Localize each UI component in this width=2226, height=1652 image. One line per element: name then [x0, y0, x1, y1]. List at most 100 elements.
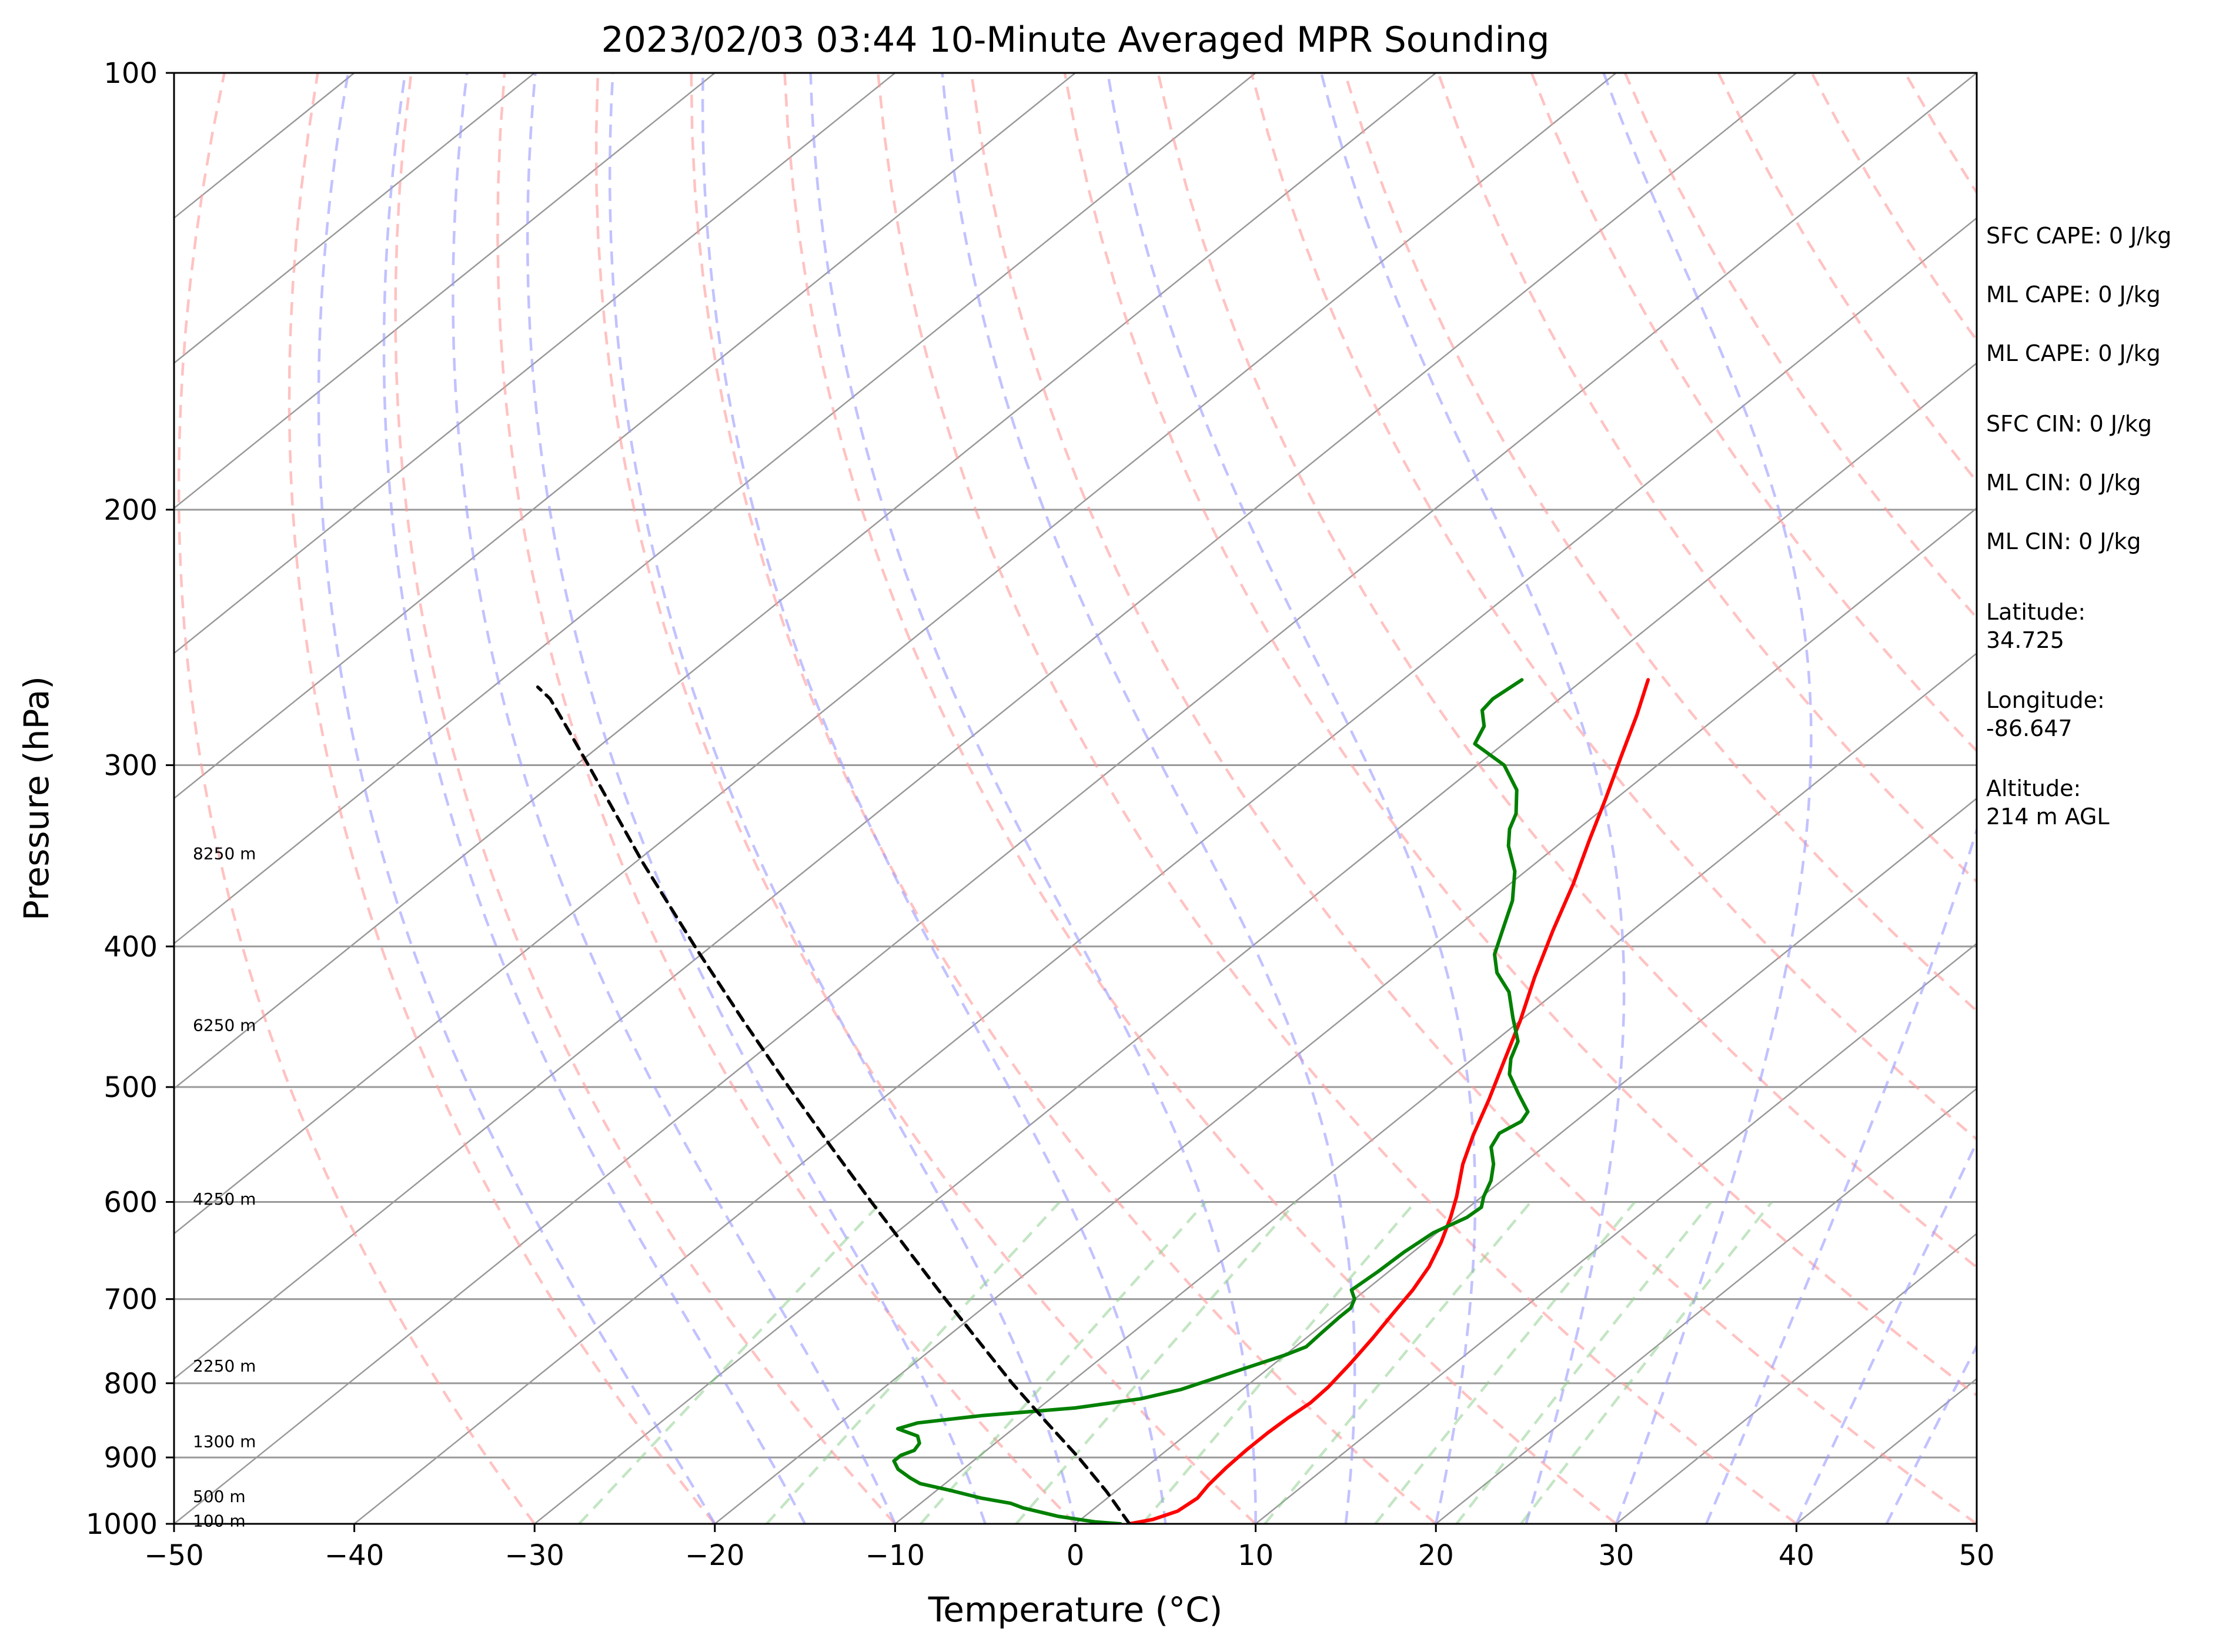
info-text: SFC CIN: 0 J/kg [1986, 411, 2152, 437]
info-text: ML CAPE: 0 J/kg [1986, 340, 2161, 366]
info-text: ML CIN: 0 J/kg [1986, 470, 2141, 496]
dry-adiabat-line [496, 73, 1077, 1524]
x-tick-label: −50 [144, 1539, 203, 1572]
moist-adiabat-line [1705, 73, 1977, 1524]
mixing-ratio-line [1520, 1201, 1773, 1524]
isotherm-line [174, 73, 1617, 1235]
info-line: ML CIN: 0 J/kg [1986, 529, 2141, 554]
info-text: ML CAPE: 0 J/kg [1986, 282, 2161, 307]
y-tick-label: 900 [103, 1442, 158, 1474]
dry-adiabat-line [1343, 73, 1977, 1013]
x-tick-label: 10 [1238, 1539, 1274, 1572]
height-label: 2250 m [193, 1356, 256, 1376]
dry-adiabat-line [970, 73, 1977, 1524]
mixing-ratio-line [1264, 1201, 1532, 1524]
isotherm-line [174, 73, 896, 654]
info-line: 214 m AGL [1986, 804, 2110, 830]
y-tick-label: 1000 [86, 1508, 158, 1541]
y-axis-label: Pressure (hPa) [16, 676, 56, 921]
dry-adiabat-line [1063, 73, 1977, 1397]
isotherm-line [174, 73, 1797, 1380]
x-tick-label: −30 [505, 1539, 564, 1572]
info-line: Longitude: [1986, 687, 2105, 713]
isotherm-line [894, 652, 1977, 1524]
moist-adiabat-line [1795, 1139, 1977, 1524]
height-label: 1300 m [193, 1432, 256, 1451]
info-line: ML CIN: 0 J/kg [1986, 470, 2141, 496]
y-tick-label: 200 [103, 494, 158, 527]
info-line: 34.725 [1986, 627, 2064, 653]
isotherm-line [174, 73, 1436, 1090]
background-lines [174, 73, 2226, 1524]
x-tick-label: −10 [865, 1539, 925, 1572]
x-tick-label: 40 [1779, 1539, 1814, 1572]
info-text: Longitude: -86.647 [1986, 687, 2105, 741]
moist-adiabat-line [452, 73, 897, 1524]
x-tick-label: 50 [1958, 1539, 1994, 1572]
dry-adiabat-line [1250, 73, 1977, 1141]
y-tick-label: 600 [103, 1186, 158, 1219]
info-line: ML CAPE: 0 J/kg [1986, 340, 2161, 366]
mixing-ratio-line [1374, 1201, 1636, 1524]
dry-adiabat-line [394, 73, 897, 1524]
x-axis-label: Temperature (°C) [928, 1590, 1223, 1630]
y-tick-label: 400 [103, 931, 158, 964]
isotherm-line [174, 73, 1076, 800]
isotherm-line [1616, 1232, 1977, 1524]
moist-adiabat-line [608, 73, 1077, 1524]
isotherm-line [1075, 797, 1977, 1524]
dry-adiabat-line [690, 73, 1437, 1524]
info-line: SFC CAPE: 0 J/kg [1986, 223, 2171, 249]
mixing-ratio-line [578, 1200, 883, 1524]
dry-adiabat-line [1530, 73, 1977, 753]
y-tick-label: 100 [103, 57, 158, 90]
info-line: Latitude: [1986, 599, 2085, 625]
dry-adiabat-line [1436, 73, 1977, 884]
moist-adiabat-line [1602, 73, 1813, 1524]
dewpoint-trace [892, 678, 1530, 1524]
mixing-ratio-line [1141, 1201, 1416, 1524]
y-tick-label: 300 [103, 750, 158, 782]
x-tick-label: 30 [1598, 1539, 1634, 1572]
dry-adiabat-line [1157, 73, 1977, 1269]
isotherm-line [353, 217, 1977, 1524]
isotherm-line [174, 73, 716, 510]
isotherm-line [1255, 942, 1977, 1524]
isotherm-line [174, 73, 535, 364]
isotherm-line [1435, 1087, 1977, 1524]
isotherm-line [714, 507, 1977, 1524]
x-tick-label: −40 [325, 1539, 384, 1572]
chart-title: 2023/02/03 03:44 10-Minute Averaged MPR … [601, 19, 1550, 61]
moist-adiabat-line [1319, 73, 1626, 1524]
dry-adiabat-line [288, 73, 716, 1524]
info-text: Latitude: 34.725 [1986, 599, 2085, 653]
height-label: 100 m [193, 1511, 246, 1531]
mixing-ratio-line [766, 1200, 1061, 1524]
info-line: Altitude: [1986, 775, 2081, 801]
isotherm-line [174, 73, 1977, 1524]
temperature-trace [1128, 678, 1650, 1524]
moist-adiabat-line [701, 73, 1167, 1524]
mixing-ratio-line [1455, 1201, 1713, 1524]
dry-adiabat-line [177, 73, 536, 1524]
info-panel: SFC CAPE: 0 J/kg ML CAPE: 0 J/kg ML CAPE: … [1986, 223, 2171, 830]
height-labels: 8250 m 6250 m 4250 m 2250 m 1300 m 500 m 100 m [193, 844, 256, 1530]
x-tick-label: 20 [1418, 1539, 1454, 1572]
axes: −50 −40 −30 −20 −10 0 10 20 30 40 50 100 200 300 400 50… [86, 57, 1995, 1572]
moist-adiabat-line [941, 73, 1356, 1524]
x-tick-label: −20 [685, 1539, 744, 1572]
y-tick-label: 500 [103, 1071, 158, 1104]
moist-adiabat-line [382, 73, 807, 1524]
dry-adiabat-line [2185, 73, 2226, 1524]
info-text: ML CIN: 0 J/kg [1986, 529, 2141, 554]
moist-adiabat-line [809, 73, 1257, 1524]
info-text: Altitude: 214 m AGL [1986, 775, 2110, 830]
mixing-ratio-line [920, 1200, 1207, 1524]
info-line: SFC CIN: 0 J/kg [1986, 411, 2152, 437]
moist-adiabat-line [317, 73, 716, 1524]
y-tick-label: 700 [103, 1283, 158, 1316]
info-line: ML CAPE: 0 J/kg [1986, 282, 2161, 307]
isotherm-line [534, 362, 1977, 1524]
height-label: 8250 m [193, 844, 256, 863]
